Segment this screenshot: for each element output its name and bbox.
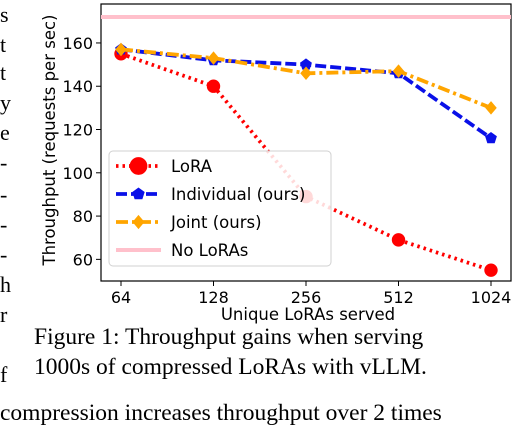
y-tick-label: 60	[73, 250, 93, 269]
y-tick-label: 100	[62, 164, 93, 183]
legend-item: LoRA	[116, 157, 213, 176]
margin-fragment: y	[0, 90, 11, 115]
x-tick-label: 64	[111, 288, 131, 307]
chart-figure: 64 128 256 512 1024 60 80 100 120 140 160 LoRA Indi…	[40, 3, 512, 324]
series-joint-ours	[115, 42, 497, 115]
data-point	[300, 66, 312, 81]
x-axis-label: Unique LoRAs served	[221, 305, 395, 324]
series-individual-ours	[115, 43, 497, 144]
y-tick-label: 140	[62, 77, 93, 96]
legend-label: No LoRAs	[171, 241, 248, 260]
figure-caption: Figure 1: Throughput gains when serving …	[34, 322, 528, 382]
y-axis-label: Throughput (requests per sec)	[40, 15, 59, 267]
y-tick-label: 160	[62, 34, 93, 53]
legend-label: Joint (ours)	[170, 213, 262, 232]
legend: LoRA Individual (ours) Joint (ours) No LoRA…	[108, 150, 332, 267]
caption-line-1: Figure 1: Throughput gains when serving	[34, 324, 424, 350]
x-tick-label: 1024	[471, 288, 512, 307]
margin-fragment: t	[0, 60, 7, 85]
legend-item: No LoRAs	[116, 241, 248, 260]
data-point	[392, 64, 405, 78]
data-point	[484, 263, 498, 277]
margin-fragment: e	[0, 120, 10, 145]
legend-item: Individual (ours)	[116, 185, 305, 204]
margin-fragment: -	[0, 182, 8, 207]
margin-fragment: -	[0, 212, 8, 237]
x-tick-label: 128	[198, 288, 229, 307]
axes: 64 128 256 512 1024 60 80 100 120 140 160	[62, 3, 512, 307]
legend-marker	[132, 187, 145, 200]
body-text-fragment: compression increases throughput over 2 …	[0, 400, 442, 426]
x-tick-label: 256	[291, 288, 322, 307]
margin-fragment: h	[0, 272, 11, 297]
margin-fragment: -	[0, 242, 8, 267]
legend-label: Individual (ours)	[171, 185, 305, 204]
legend-label: LoRA	[171, 157, 213, 176]
margin-fragment: t	[0, 32, 7, 57]
data-point	[391, 233, 406, 247]
margin-fragment: -	[0, 150, 8, 175]
legend-marker	[132, 214, 145, 230]
data-point	[206, 79, 221, 93]
margin-fragment: r	[0, 302, 8, 327]
y-tick-label: 80	[73, 207, 93, 226]
caption-line-2: 1000s of compressed LoRAs with vLLM.	[34, 354, 427, 380]
y-tick-label: 120	[62, 121, 93, 140]
x-tick-label: 512	[383, 288, 414, 307]
margin-fragment: s	[0, 2, 9, 27]
data-point	[485, 101, 497, 115]
data-point	[485, 131, 497, 144]
legend-marker	[129, 157, 148, 175]
data-point	[115, 42, 127, 57]
data-point	[207, 51, 220, 65]
legend-box	[108, 150, 332, 267]
legend-item: Joint (ours)	[116, 213, 262, 232]
margin-fragment: f	[0, 362, 8, 387]
